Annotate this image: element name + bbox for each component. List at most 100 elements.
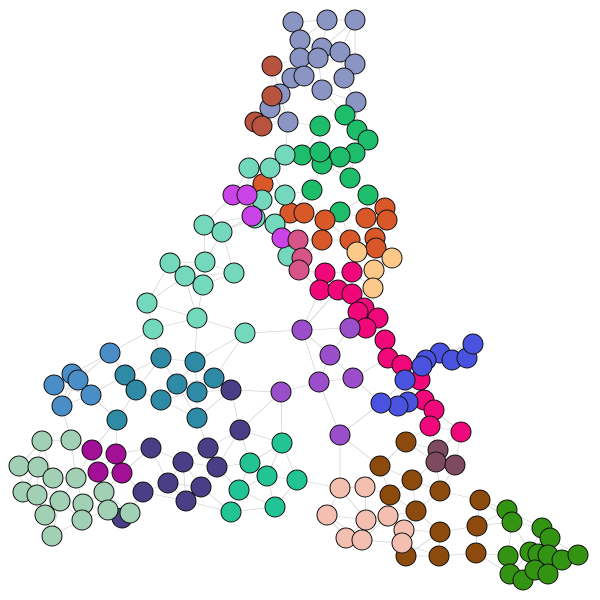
graph-node bbox=[197, 437, 219, 459]
graph-node bbox=[186, 381, 208, 403]
graph-node bbox=[316, 504, 338, 526]
graph-node bbox=[194, 251, 216, 273]
graph-node bbox=[93, 481, 115, 503]
graph-node bbox=[132, 481, 154, 503]
graph-node bbox=[192, 274, 214, 296]
graph-node bbox=[270, 381, 292, 403]
graph-node bbox=[329, 424, 351, 446]
graph-node bbox=[428, 545, 450, 567]
graph-node bbox=[97, 499, 119, 521]
graph-node bbox=[234, 322, 256, 344]
graph-node bbox=[286, 469, 308, 491]
graph-node bbox=[150, 347, 172, 369]
graph-node bbox=[355, 207, 377, 229]
graph-node bbox=[184, 351, 206, 373]
graph-node bbox=[238, 157, 260, 179]
graph-node bbox=[370, 392, 392, 414]
graph-node bbox=[220, 379, 242, 401]
graph-node bbox=[193, 214, 215, 236]
graph-node bbox=[206, 456, 228, 478]
graph-node bbox=[329, 41, 351, 63]
graph-node bbox=[288, 259, 310, 281]
graph-node bbox=[287, 229, 309, 251]
graph-node bbox=[465, 542, 487, 564]
graph-node bbox=[319, 344, 341, 366]
graph-node bbox=[166, 373, 188, 395]
graph-node bbox=[41, 525, 63, 547]
graph-node bbox=[114, 364, 136, 386]
graph-node bbox=[256, 465, 278, 487]
graph-node bbox=[241, 205, 263, 227]
graph-node bbox=[8, 455, 30, 477]
graph-node bbox=[87, 461, 109, 483]
graph-node bbox=[289, 29, 311, 51]
graph-node bbox=[150, 389, 172, 411]
graph-node bbox=[34, 504, 56, 526]
graph-node bbox=[159, 252, 181, 274]
graph-node bbox=[186, 307, 208, 329]
graph-node bbox=[293, 202, 315, 224]
graph-node bbox=[497, 545, 519, 567]
graph-node bbox=[228, 479, 250, 501]
graph-node bbox=[261, 55, 283, 77]
graph-node bbox=[309, 279, 331, 301]
graph-node bbox=[425, 451, 447, 473]
graph-node bbox=[309, 141, 331, 163]
graph-node bbox=[466, 515, 488, 537]
graph-node bbox=[314, 209, 336, 231]
graph-node bbox=[391, 532, 413, 554]
graph-node bbox=[26, 484, 48, 506]
graph-node bbox=[175, 490, 197, 512]
graph-node bbox=[369, 455, 391, 477]
graph-node bbox=[394, 369, 416, 391]
graph-node bbox=[49, 490, 71, 512]
graph-node bbox=[341, 261, 363, 283]
graph-node bbox=[501, 511, 523, 533]
graph-node bbox=[142, 318, 164, 340]
graph-node bbox=[376, 209, 398, 231]
graph-node bbox=[363, 259, 385, 281]
graph-node bbox=[174, 265, 196, 287]
graph-node bbox=[462, 333, 484, 355]
graph-node bbox=[374, 329, 396, 351]
graph-node bbox=[220, 501, 242, 523]
graph-node bbox=[119, 502, 141, 524]
graph-node bbox=[354, 476, 376, 498]
graph-node bbox=[355, 509, 377, 531]
graph-node bbox=[140, 437, 162, 459]
graph-node bbox=[444, 454, 466, 476]
graph-node bbox=[203, 367, 225, 389]
graph-node bbox=[31, 430, 53, 452]
graph-node bbox=[105, 443, 127, 465]
graph-node bbox=[450, 421, 472, 443]
graph-node bbox=[293, 65, 315, 87]
graph-node bbox=[136, 292, 158, 314]
graph-node bbox=[99, 342, 121, 364]
graph-node bbox=[429, 521, 451, 543]
graph-node bbox=[333, 67, 355, 89]
graph-node bbox=[346, 241, 368, 263]
graph-node bbox=[351, 529, 373, 551]
graph-node bbox=[251, 115, 273, 137]
graph-node bbox=[379, 484, 401, 506]
graph-node bbox=[125, 379, 147, 401]
graph-node bbox=[401, 469, 423, 491]
graph-node bbox=[186, 407, 208, 429]
graph-node bbox=[362, 277, 384, 299]
graph-node bbox=[311, 229, 333, 251]
graph-node bbox=[329, 477, 351, 499]
graph-node bbox=[274, 184, 296, 206]
graph-node bbox=[469, 489, 491, 511]
graph-node bbox=[211, 221, 233, 243]
graph-node bbox=[190, 476, 212, 498]
graph-node bbox=[261, 85, 283, 107]
graph-node bbox=[344, 9, 366, 31]
graph-node bbox=[329, 146, 351, 168]
graph-node bbox=[301, 179, 323, 201]
graph-node bbox=[419, 415, 441, 437]
graph-node bbox=[339, 317, 361, 339]
graph-node bbox=[289, 47, 311, 69]
graph-node bbox=[65, 467, 87, 489]
graph-node bbox=[311, 79, 333, 101]
graph-node bbox=[377, 505, 399, 527]
